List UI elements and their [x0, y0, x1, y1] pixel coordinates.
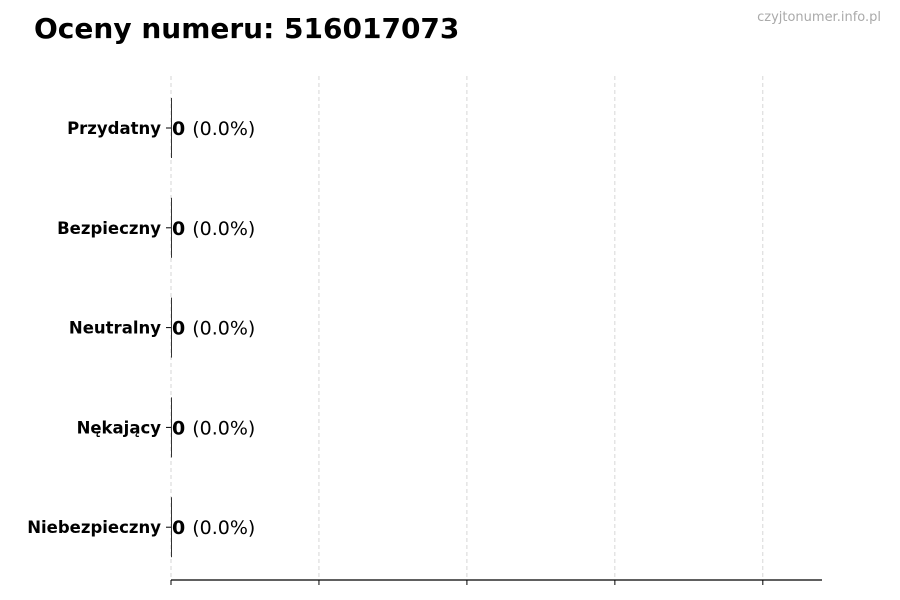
y-tick-label: Przydatny: [67, 119, 161, 138]
bar: [171, 397, 172, 458]
bar: [171, 98, 172, 158]
data-label: 0 (0.0%): [172, 517, 255, 539]
data-label: 0 (0.0%): [172, 417, 255, 439]
chart-title: Oceny numeru: 516017073: [34, 12, 460, 45]
data-label: 0 (0.0%): [172, 218, 255, 240]
data-label-percent: (0.0%): [192, 318, 255, 340]
watermark: czyjtonumer.info.pl: [757, 10, 881, 25]
y-tick-label: Neutralny: [69, 319, 161, 338]
data-label-percent: (0.0%): [192, 218, 255, 240]
bar: [171, 197, 172, 258]
y-tick-label: Niebezpieczny: [27, 518, 161, 537]
data-label: 0 (0.0%): [172, 318, 255, 340]
data-label-percent: (0.0%): [192, 118, 255, 140]
y-tick-label: Bezpieczny: [57, 219, 161, 238]
data-label-percent: (0.0%): [192, 517, 255, 539]
data-label-count: 0: [172, 118, 185, 140]
data-label: 0 (0.0%): [172, 118, 255, 140]
data-label-count: 0: [172, 318, 185, 340]
data-label-count: 0: [172, 417, 185, 439]
y-tick-label: Nękający: [77, 418, 162, 437]
bar: [171, 497, 172, 558]
data-label-count: 0: [172, 517, 185, 539]
bar: [171, 297, 172, 358]
data-label-percent: (0.0%): [192, 417, 255, 439]
data-label-count: 0: [172, 218, 185, 240]
